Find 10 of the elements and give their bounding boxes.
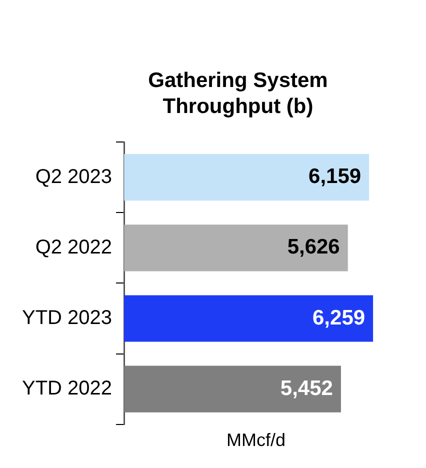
x-axis-title: MMcf/d	[226, 430, 286, 450]
chart-title: Gathering System Throughput (b)	[147, 68, 329, 120]
data-label: 5,626	[287, 236, 340, 259]
y-tick-label: Q2 2022	[35, 236, 112, 258]
data-label: 5,452	[280, 376, 333, 400]
y-tick-label: YTD 2022	[22, 378, 112, 400]
data-label: 6,159	[308, 165, 362, 188]
data-label: 6,259	[312, 306, 366, 330]
y-tick-label: Q2 2023	[35, 166, 112, 188]
y-tick-label: YTD 2023	[22, 307, 112, 330]
